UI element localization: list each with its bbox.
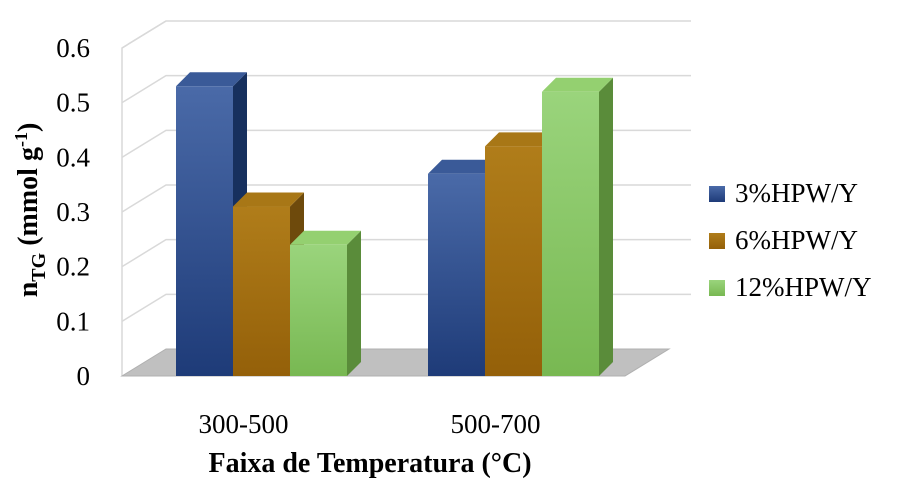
x-category-label: 300-500 xyxy=(199,409,289,439)
bar-top xyxy=(542,77,613,92)
y-tick-label: 0.3 xyxy=(56,197,90,227)
y-tick-label: 0.4 xyxy=(56,142,90,172)
gridlines xyxy=(121,20,691,322)
y-axis-title-unit: (mmol g xyxy=(13,147,44,253)
gridline xyxy=(121,20,691,49)
y-tick-label: 0.1 xyxy=(56,306,90,336)
y-tick-label: 0.6 xyxy=(56,33,90,63)
x-category-label: 500-700 xyxy=(451,409,541,439)
bar xyxy=(485,146,542,376)
bar xyxy=(233,206,290,376)
legend-label: 12%HPW/Y xyxy=(735,272,872,302)
y-tick-labels: 0 0.1 0.2 0.3 0.4 0.5 0.6 xyxy=(56,33,90,391)
y-tick-label: 0 xyxy=(77,361,91,391)
gridline xyxy=(121,74,691,104)
gridline xyxy=(121,129,691,158)
y-axis-title-main: n xyxy=(13,281,44,297)
bar-top xyxy=(176,72,247,87)
y-axis-title-close: ) xyxy=(13,123,44,132)
bars xyxy=(176,72,613,377)
legend-swatch xyxy=(709,280,725,296)
y-axis-title: nTG (mmol g-1) xyxy=(11,123,50,298)
y-axis-title-sup: -1 xyxy=(11,132,31,147)
bar xyxy=(542,91,599,376)
legend-label: 6%HPW/Y xyxy=(735,225,858,255)
legend-label: 3%HPW/Y xyxy=(735,178,858,208)
y-tick-label: 0.5 xyxy=(56,88,90,118)
y-tick-label: 0.2 xyxy=(56,252,90,282)
legend-swatch xyxy=(709,233,725,249)
legend-swatch xyxy=(709,186,725,202)
x-axis-title: Faixa de Temperatura (°C) xyxy=(208,448,531,479)
x-category-labels: 300-500 500-700 xyxy=(199,409,541,439)
bar-side xyxy=(347,230,361,376)
legend: 3%HPW/Y 6%HPW/Y 12%HPW/Y xyxy=(709,178,872,302)
bar xyxy=(428,173,485,376)
bar-top xyxy=(290,230,361,245)
bar-top xyxy=(485,132,556,147)
bar-top xyxy=(233,192,304,207)
bar-top xyxy=(428,159,499,174)
bar xyxy=(290,244,347,376)
y-axis-title-sub: TG xyxy=(28,252,50,281)
bar-side xyxy=(599,77,613,376)
bar xyxy=(176,86,233,377)
